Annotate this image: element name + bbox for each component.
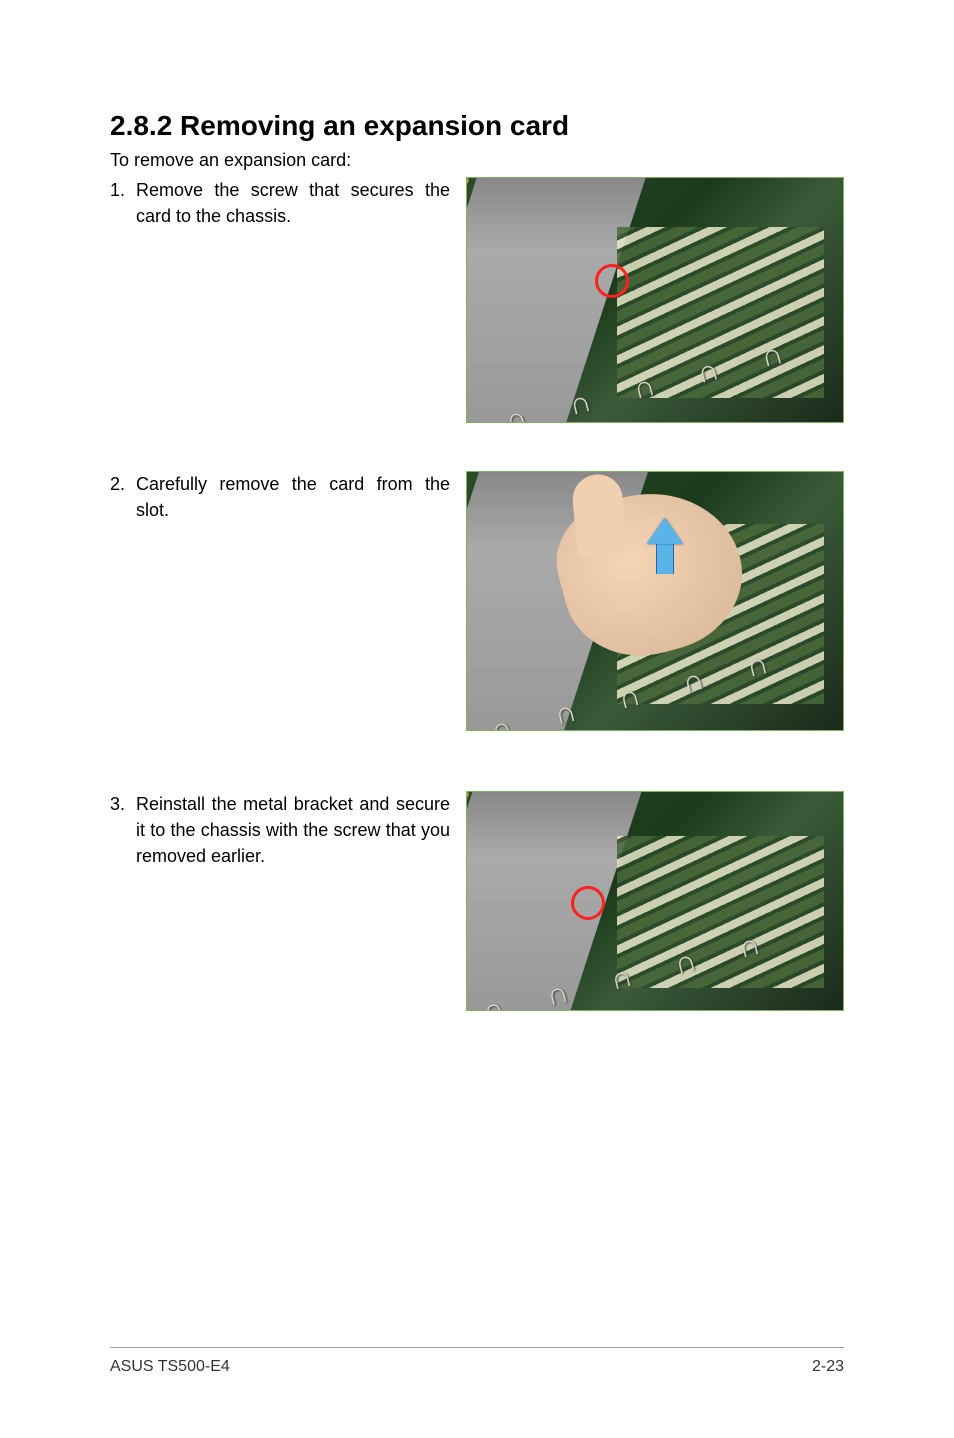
step-row-3: 3. Reinstall the metal bracket and secur… bbox=[110, 791, 844, 1011]
step-3-body: Reinstall the metal bracket and secure i… bbox=[136, 791, 450, 869]
step-2-image: ∩ ∩ ∩ ∩ ∩ ∩ ∩ bbox=[466, 471, 844, 731]
step-2-body: Carefully remove the card from the slot. bbox=[136, 471, 450, 523]
footer-right: 2-23 bbox=[812, 1358, 844, 1376]
step-1-image: ∩ ∩ ∩ ∩ ∩ ∩ bbox=[466, 177, 844, 423]
step-row-1: 1. Remove the screw that secures the car… bbox=[110, 177, 844, 423]
step-3-number: 3. bbox=[110, 791, 136, 869]
section-heading: 2.8.2 Removing an expansion card bbox=[110, 110, 844, 142]
highlight-circle-icon bbox=[595, 264, 629, 298]
step-1-text: 1. Remove the screw that secures the car… bbox=[110, 177, 450, 229]
footer-left: ASUS TS500-E4 bbox=[110, 1358, 230, 1376]
step-row-2: 2. Carefully remove the card from the sl… bbox=[110, 471, 844, 731]
up-arrow-icon bbox=[647, 518, 683, 574]
step-2-text: 2. Carefully remove the card from the sl… bbox=[110, 471, 450, 523]
step-3-image: ∩ ∩ ∩ ∩ ∩ ∩ bbox=[466, 791, 844, 1011]
page-footer: ASUS TS500-E4 2-23 bbox=[110, 1347, 844, 1376]
highlight-circle-icon bbox=[571, 886, 605, 920]
intro-text: To remove an expansion card: bbox=[110, 150, 844, 171]
step-1-number: 1. bbox=[110, 177, 136, 229]
step-3-text: 3. Reinstall the metal bracket and secur… bbox=[110, 791, 450, 869]
step-1-body: Remove the screw that secures the card t… bbox=[136, 177, 450, 229]
step-2-number: 2. bbox=[110, 471, 136, 523]
